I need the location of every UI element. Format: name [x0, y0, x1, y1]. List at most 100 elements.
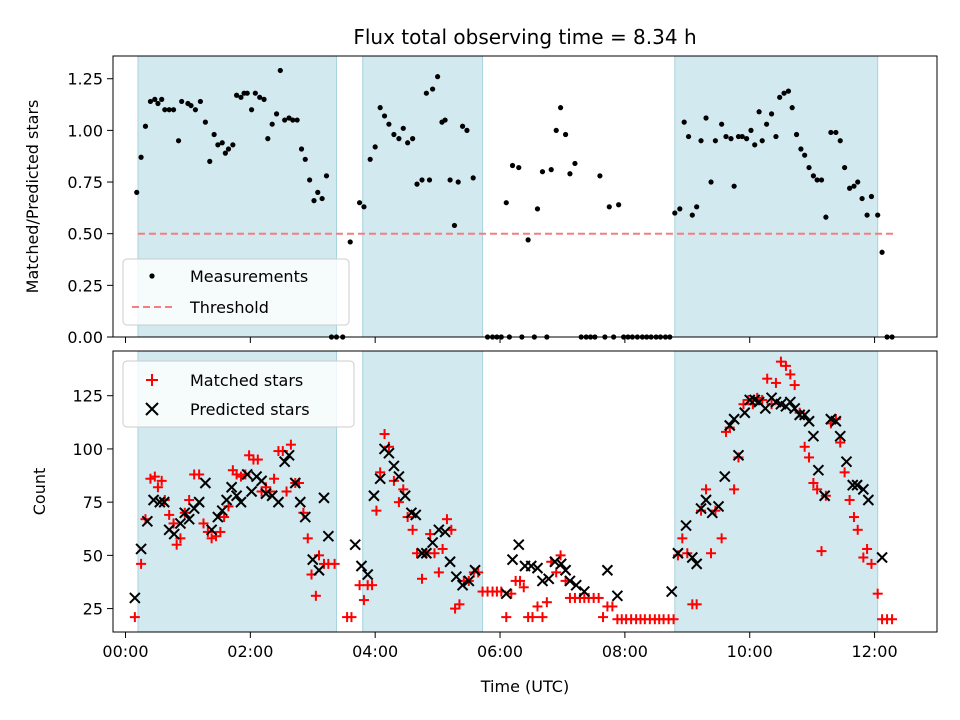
matched-star-point: [184, 495, 195, 506]
bottom-legend-box: [122, 360, 355, 428]
measurement-point: [739, 133, 745, 140]
measurement-point: [159, 96, 165, 102]
predicted-star-point: [313, 564, 325, 576]
matched-star-point: [729, 484, 740, 495]
measurement-point: [147, 98, 154, 105]
measurement-point: [756, 109, 762, 115]
predicted-star-point: [283, 449, 295, 462]
count-points: [129, 356, 898, 625]
matched-star-point: [302, 533, 313, 544]
x-tick-label: 08:00: [602, 642, 648, 661]
measurement-point: [277, 67, 283, 74]
legend-label-matched: Matched stars: [190, 371, 303, 390]
x-tick-label: 02:00: [227, 642, 273, 661]
predicted-star-point: [463, 575, 475, 587]
predicted-star-point: [289, 477, 301, 489]
matched-star-point: [518, 582, 529, 593]
measurement-point: [282, 117, 288, 123]
measurement-point: [677, 206, 683, 212]
matched-star-point: [437, 543, 448, 554]
matched-star-point: [593, 592, 604, 603]
measurement-point: [833, 129, 839, 136]
bottom-y-tick-label: 25: [83, 600, 103, 619]
measurement-point: [315, 189, 321, 195]
predicted-star-point: [549, 556, 561, 568]
measurement-point: [311, 198, 317, 204]
measurement-point: [503, 200, 509, 206]
matched-star-point: [329, 558, 340, 569]
matched-star-point: [198, 518, 209, 529]
predicted-star-point: [686, 551, 699, 564]
measurement-point: [290, 117, 296, 123]
predicted-star-point: [193, 496, 205, 508]
predicted-star-point: [129, 592, 141, 604]
shaded-interval: [674, 350, 879, 633]
matched-star-point: [816, 546, 827, 557]
measurement-point: [773, 133, 779, 140]
measurement-point: [818, 177, 825, 183]
matched-star-point: [252, 454, 263, 465]
top-x-ticks: [124, 337, 876, 343]
matched-star-point: [393, 497, 404, 508]
measurement-point: [793, 131, 800, 138]
measurement-point: [768, 111, 775, 117]
predicted-star-point: [183, 513, 195, 525]
measurement-point: [744, 136, 750, 142]
matched-star-point: [808, 477, 819, 488]
predicted-star-point: [531, 562, 544, 574]
predicted-star-point: [278, 455, 291, 468]
predicted-star-point: [220, 494, 233, 506]
measurement-point: [155, 100, 161, 107]
predicted-star-point: [500, 587, 512, 600]
measurement-point: [323, 173, 330, 179]
measurement-point: [557, 105, 564, 111]
matched-star-point: [804, 452, 815, 463]
shaded-interval: [674, 55, 879, 338]
measurement-point: [470, 175, 476, 181]
bottom-y-tick-label: 100: [72, 440, 103, 459]
predicted-star-point: [420, 547, 433, 559]
predicted-star-point: [154, 496, 166, 508]
measurement-point: [459, 123, 466, 129]
matched-star-point: [346, 612, 357, 623]
predicted-star-point: [601, 564, 614, 576]
matched-star-point: [269, 473, 280, 484]
measurement-point: [192, 107, 198, 113]
predicted-star-point: [840, 455, 853, 468]
measurement-point: [257, 94, 263, 100]
measurement-point: [728, 136, 734, 142]
measurement-point: [152, 96, 158, 102]
measurement-point: [455, 179, 461, 185]
predicted-star-point: [830, 415, 842, 427]
measurement-point: [265, 136, 271, 142]
predicted-star-point: [241, 468, 253, 481]
top-legend: Measurements Threshold: [122, 258, 350, 326]
measurement-point: [703, 115, 709, 121]
matched-star-point: [770, 377, 781, 388]
predicted-star-point: [759, 402, 772, 415]
matched-star-point: [215, 526, 226, 537]
measurement-point: [539, 169, 546, 175]
predicted-star-point: [695, 502, 707, 515]
predicted-star-point: [450, 570, 463, 583]
predicted-star-point: [559, 564, 572, 576]
bottom-y-ticks: 25 50 75 100 125: [72, 387, 113, 619]
measurement-point: [847, 185, 853, 191]
measurement-point: [837, 138, 843, 144]
top-y-tick-label: 1.25: [67, 70, 103, 89]
measurement-point: [748, 127, 754, 133]
measurement-point: [509, 162, 516, 169]
measurement-point: [294, 117, 300, 123]
predicted-star-point: [426, 536, 439, 549]
measurement-point: [802, 152, 808, 158]
matched-star-point: [206, 533, 217, 544]
bottom-x-ticks: 00:00 02:00 04:00 06:00 08:00 10:00 12:00: [102, 632, 898, 661]
measurement-point: [698, 138, 704, 144]
predicted-star-point: [672, 547, 684, 559]
predicted-star-point: [444, 556, 456, 568]
measurement-point: [347, 239, 353, 245]
predicted-star-point: [690, 558, 703, 570]
measurement-point: [672, 210, 678, 216]
measurement-point: [752, 142, 758, 148]
predicted-star-point: [212, 511, 224, 523]
